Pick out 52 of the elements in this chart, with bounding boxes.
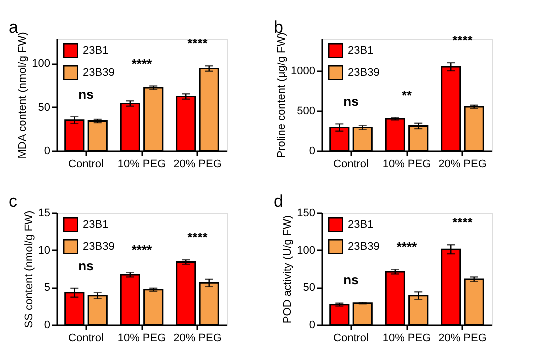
legend-label: 23B1 (348, 45, 374, 57)
x-tick-label: 10% PEG (118, 332, 166, 344)
legend-label: 23B39 (348, 241, 380, 253)
x-tick-label: Control (68, 158, 104, 170)
y-tick-label: 0 (309, 320, 316, 332)
y-tick-label: 100 (297, 244, 316, 257)
x-tick-label: 20% PEG (438, 158, 487, 170)
y-tick-label: 0 (44, 320, 50, 332)
text: a (9, 18, 19, 37)
y-tick-label: 1000 (291, 66, 316, 78)
annotation: **** (188, 230, 209, 246)
y-tick-label: 50 (38, 102, 50, 114)
annotation: ns (344, 272, 359, 288)
legend-label: 23B39 (83, 67, 115, 79)
y-tick-label: 100 (32, 58, 50, 70)
annotation: **** (452, 215, 474, 230)
y-tick-label: 5 (44, 282, 50, 294)
x-tick-label: 10% PEG (382, 332, 432, 344)
x-tick-label: 10% PEG (118, 158, 166, 170)
annotation: **** (188, 36, 209, 52)
x-tick-label: 20% PEG (174, 332, 222, 344)
y-tick-label: 10 (38, 244, 50, 257)
y-tick-label: 50 (303, 282, 316, 294)
y-tick-label: 0 (44, 146, 50, 158)
x-tick-label: 20% PEG (174, 158, 222, 170)
legend-label: 23B1 (83, 219, 109, 231)
annotation: **** (132, 242, 154, 258)
x-tick-label: 20% PEG (438, 332, 487, 344)
annotation: **** (396, 240, 418, 255)
annotation: ns (78, 258, 94, 274)
text: d (274, 192, 284, 211)
x-tick-label: Control (334, 158, 369, 170)
legend-label: 23B39 (83, 241, 115, 253)
text: c (9, 192, 18, 211)
y-tick-label: 0 (309, 146, 316, 158)
x-tick-label: Control (334, 332, 369, 344)
annotation: ns (78, 86, 94, 102)
y-axis-title: MDA content (nmol/g FW) (17, 32, 30, 159)
legend-label: 23B1 (348, 219, 374, 231)
y-tick-label: 15 (38, 208, 50, 220)
x-tick-label: 10% PEG (382, 158, 432, 170)
y-axis-title: POD activity (U/g FW) (282, 215, 294, 324)
y-tick-label: 150 (297, 208, 316, 220)
y-axis-title: SS content (nmol/g FW) (23, 210, 36, 328)
annotation: ** (402, 88, 413, 103)
annotation: ns (344, 94, 359, 110)
annotation: **** (452, 33, 474, 48)
y-tick-label: 500 (297, 106, 316, 118)
legend-label: 23B39 (348, 67, 380, 79)
annotation: **** (132, 56, 154, 72)
x-tick-label: Control (68, 332, 104, 344)
legend-label: 23B1 (83, 45, 109, 57)
